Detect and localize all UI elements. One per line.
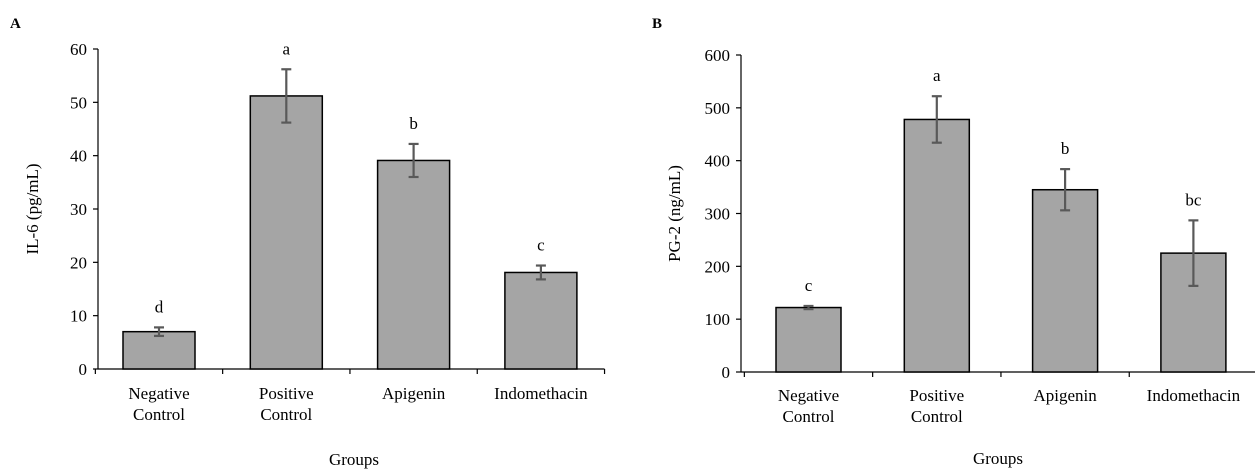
panel-a-bar xyxy=(249,95,324,370)
panel-a-category-label: Positive xyxy=(259,384,314,403)
panel-b-y-tick-label: 100 xyxy=(705,310,731,329)
panel-b-category-label: Control xyxy=(911,407,963,426)
panel-a-bar xyxy=(376,159,451,370)
panel-b-category-label: Control xyxy=(783,407,835,426)
panel-b-category-label: Indomethacin xyxy=(1147,386,1241,405)
panel-b-y-axis-title: PG-2 (ng/mL) xyxy=(665,165,684,262)
panel-a-y-tick-label: 10 xyxy=(70,307,87,326)
panel-b-y-tick-label: 0 xyxy=(722,363,731,382)
panel-a-y-tick-label: 40 xyxy=(70,147,87,166)
panel-b-letter: B xyxy=(652,16,662,32)
panel-b-significance-label: a xyxy=(933,66,941,85)
panel-a-bar xyxy=(122,330,196,370)
panel-a-category-label: Apigenin xyxy=(382,384,446,403)
panel-b-y-tick-label: 300 xyxy=(705,205,731,224)
panel-a-category-label: Control xyxy=(133,405,185,424)
panel-b-category-label: Negative xyxy=(778,386,839,405)
panel-a-significance-label: a xyxy=(283,39,291,58)
panel-a-y-tick-label: 20 xyxy=(70,253,87,272)
panel-a-category-label: Control xyxy=(260,405,312,424)
panel-a-significance-label: c xyxy=(537,236,545,255)
panel-a-category-label: Negative xyxy=(128,384,189,403)
panel-a-letter: A xyxy=(10,16,21,32)
panel-a-y-tick-label: 50 xyxy=(70,93,87,112)
panel-a-x-axis-title: Groups xyxy=(329,450,379,469)
panel-b-significance-label: b xyxy=(1061,139,1070,158)
panel-b-category-label: Positive xyxy=(909,386,964,405)
panel-a-y-axis-title: IL-6 (pg/mL) xyxy=(23,163,42,254)
panel-a-significance-label: b xyxy=(409,114,418,133)
panel-b-y-tick-label: 500 xyxy=(705,99,731,118)
panel-b-bar xyxy=(775,306,842,373)
panel-b-y-tick-label: 400 xyxy=(705,152,731,171)
panel-b-bar xyxy=(903,118,971,373)
panel-a-bar xyxy=(504,271,578,370)
panel-b-significance-label: c xyxy=(805,276,813,295)
panel-a-category-label: Indomethacin xyxy=(494,384,588,403)
panel-a-y-tick-label: 60 xyxy=(70,40,87,59)
panel-a-y-tick-label: 30 xyxy=(70,200,87,219)
panel-b-x-axis-title: Groups xyxy=(973,449,1023,468)
panel-b-bar xyxy=(1031,188,1099,373)
panel-a-y-tick-label: 0 xyxy=(79,360,88,379)
panel-b-significance-label: bc xyxy=(1185,190,1202,209)
panel-b-category-label: Apigenin xyxy=(1033,386,1097,405)
panel-b-y-tick-label: 600 xyxy=(705,46,731,65)
panel-b-y-tick-label: 200 xyxy=(705,257,731,276)
panel-a-significance-label: d xyxy=(155,297,164,316)
